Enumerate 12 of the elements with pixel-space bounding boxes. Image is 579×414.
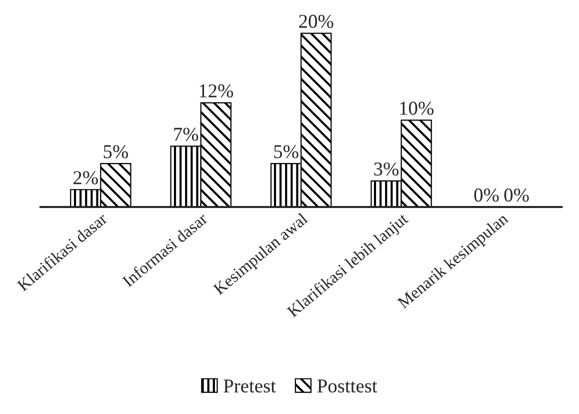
data-label: 3% bbox=[374, 162, 399, 176]
data-label: 0% bbox=[474, 188, 499, 202]
data-label: 2% bbox=[74, 171, 98, 184]
data-label: 7% bbox=[174, 128, 198, 141]
data-label: 10% bbox=[400, 102, 434, 115]
data-label: 5% bbox=[274, 145, 298, 158]
legend-label: Pretest bbox=[224, 380, 276, 393]
data-label: 12% bbox=[200, 84, 234, 98]
legend-label: Posttest bbox=[317, 380, 378, 393]
data-label: 0% bbox=[504, 188, 529, 202]
data-label: 5% bbox=[104, 145, 128, 158]
data-label: 20% bbox=[299, 14, 334, 28]
